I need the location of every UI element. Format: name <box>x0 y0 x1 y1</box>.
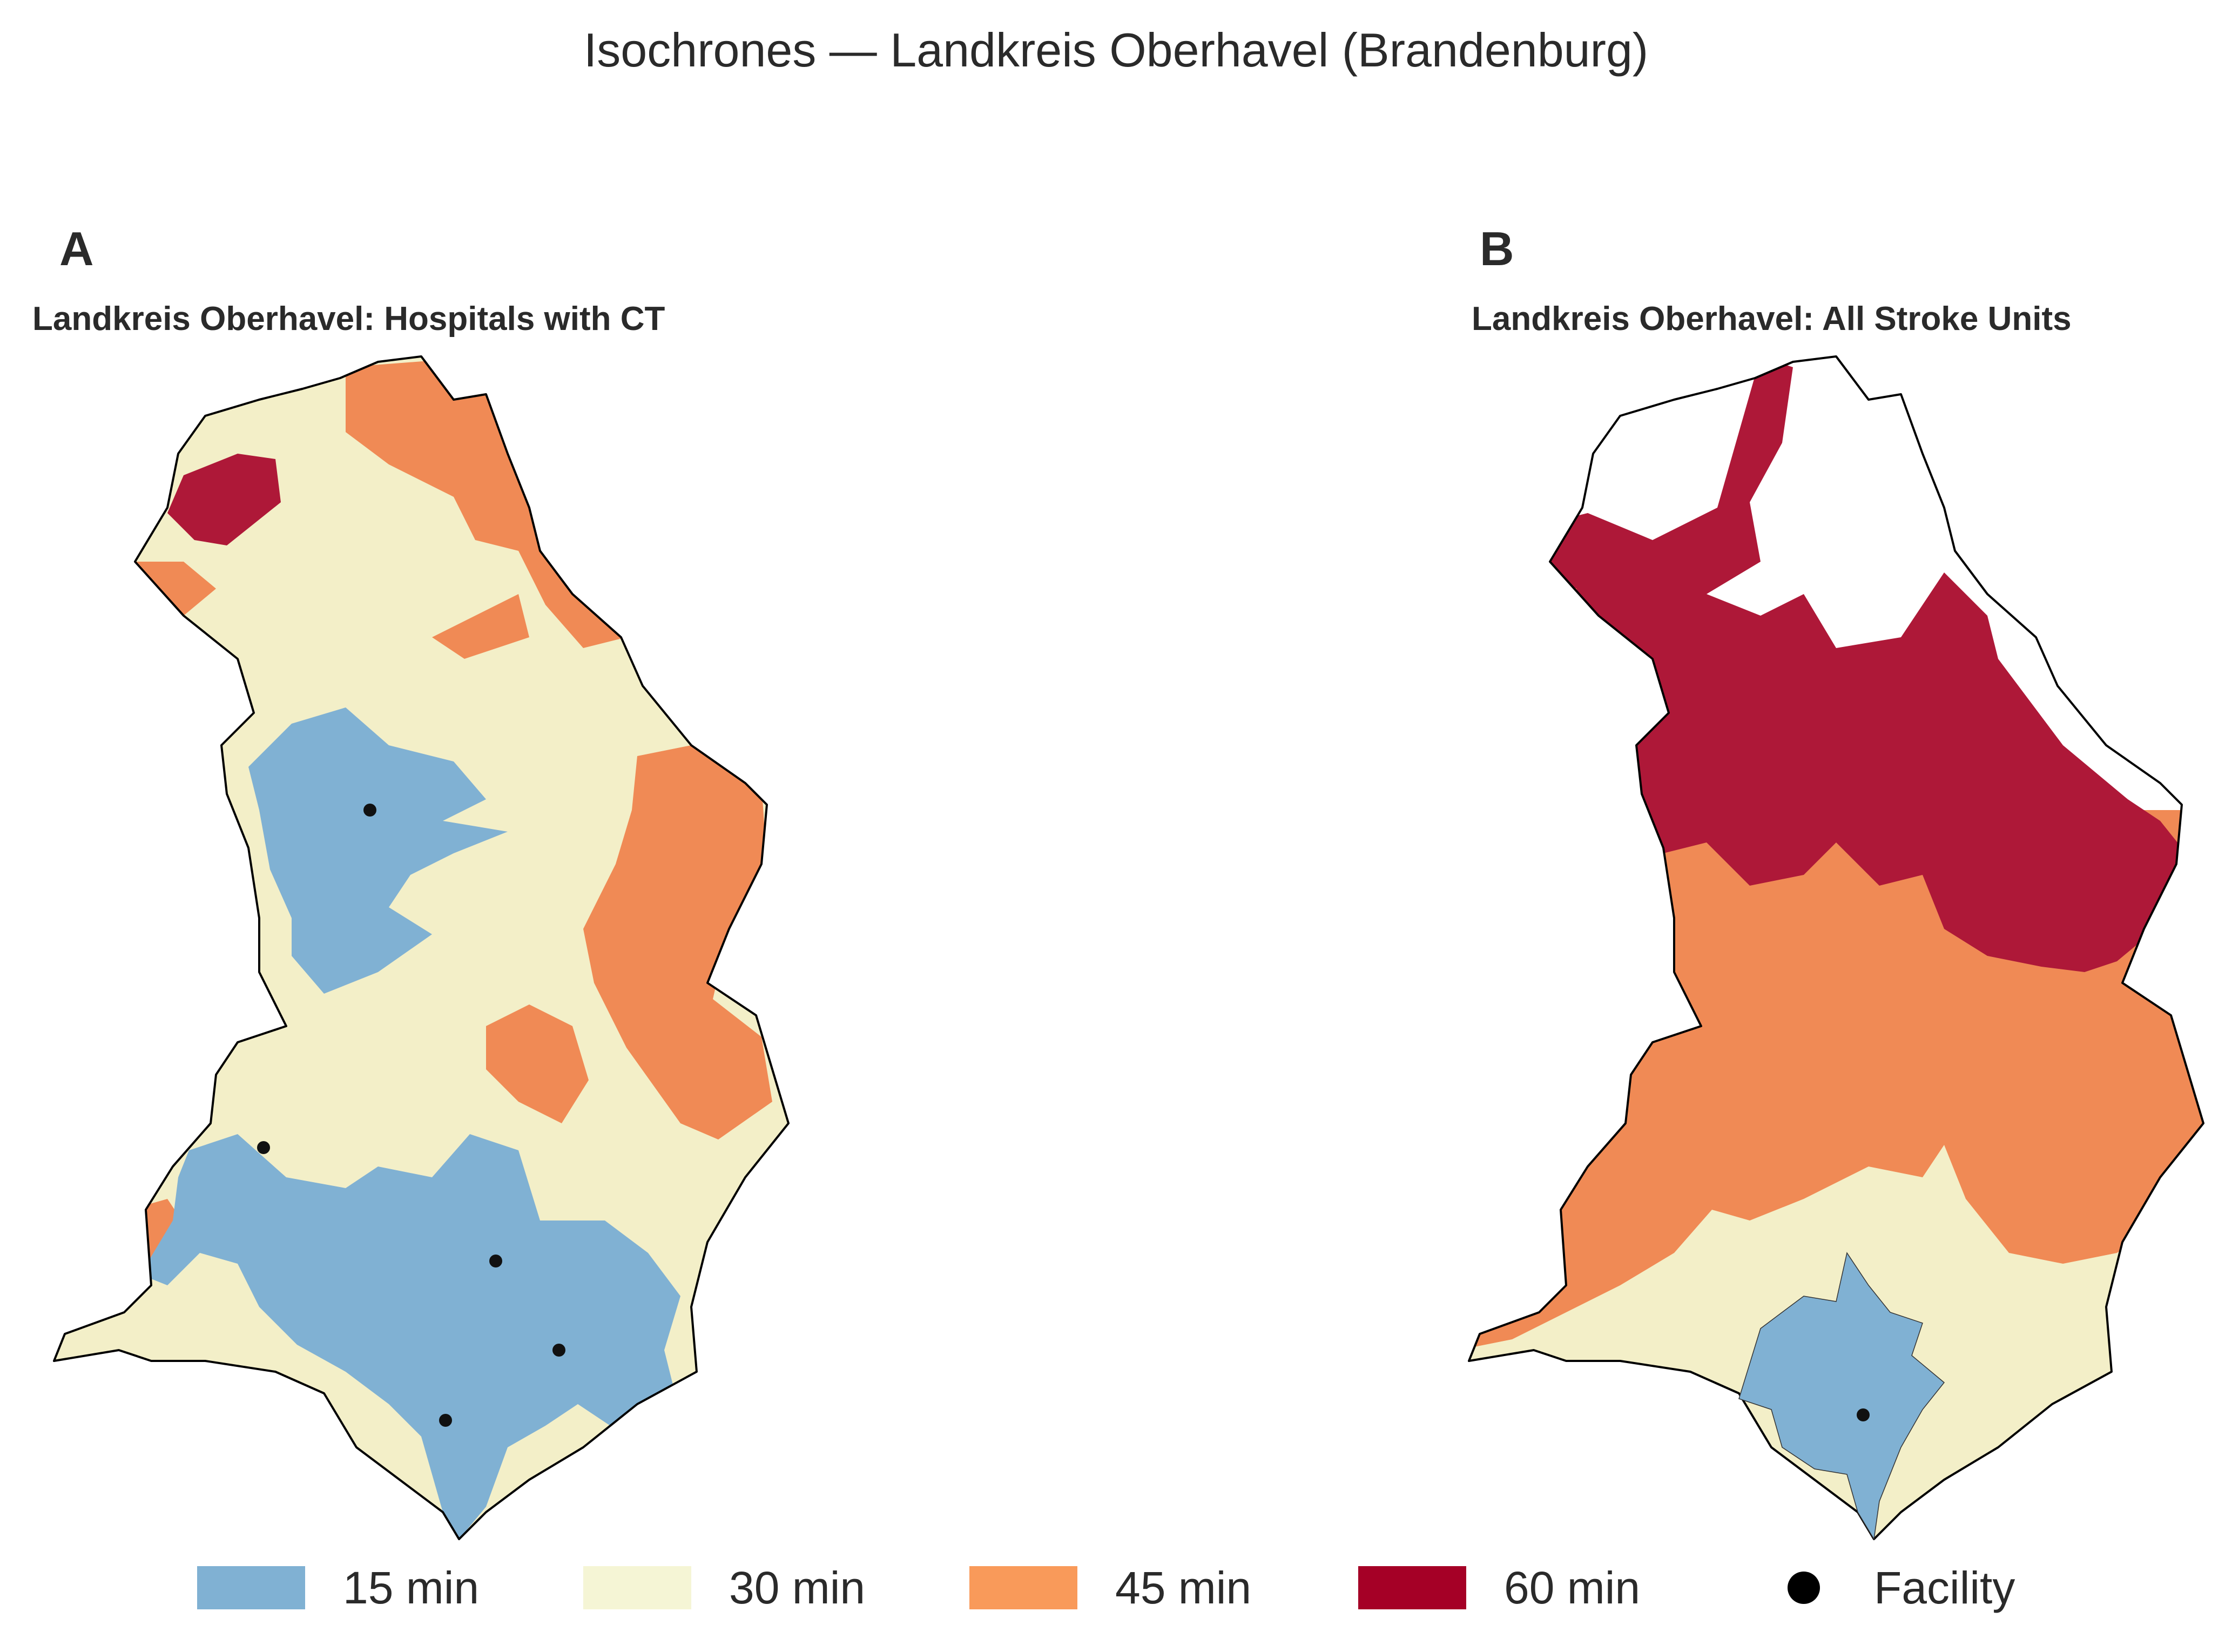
zone-15-south-a <box>140 1134 680 1539</box>
facility-marker <box>363 804 376 817</box>
legend-item-60: 60 min <box>1358 1555 1640 1620</box>
legend-label-facility: Facility <box>1874 1562 2015 1613</box>
facility-marker <box>489 1255 502 1267</box>
legend-swatch-45 <box>969 1566 1077 1609</box>
legend-label-30: 30 min <box>729 1562 866 1613</box>
legend-label-45: 45 min <box>1115 1562 1252 1613</box>
facility-markers-a <box>257 804 565 1427</box>
panel-b-letter: B <box>1480 222 1514 275</box>
legend-item-45: 45 min <box>969 1555 1251 1620</box>
zone-45-center-a <box>486 1004 589 1123</box>
facility-marker <box>439 1414 452 1427</box>
legend-label-60: 60 min <box>1504 1562 1641 1613</box>
facility-dot-icon <box>1788 1572 1820 1604</box>
legend-swatch-30 <box>583 1566 691 1609</box>
zone-45-east-a <box>583 745 772 1139</box>
legend-swatch-15 <box>197 1566 305 1609</box>
legend-item-30: 30 min <box>583 1555 865 1620</box>
panel-b-title: Landkreis Oberhavel: All Stroke Units <box>1472 300 2072 338</box>
facility-marker <box>257 1141 270 1154</box>
zone-45-ne-a <box>432 594 529 659</box>
zone-45-north-a <box>346 356 626 648</box>
zone-15-north-a <box>248 707 508 994</box>
panel-a-title: Landkreis Oberhavel: Hospitals with CT <box>32 300 665 338</box>
panel-a-letter: A <box>59 222 94 275</box>
facility-marker <box>1857 1408 1870 1421</box>
facility-marker <box>552 1344 565 1357</box>
legend-label-15: 15 min <box>343 1562 480 1613</box>
zone-15-south-b <box>1738 1252 1945 1541</box>
figure-title: Isochrones — Landkreis Oberhavel (Brande… <box>583 23 1649 77</box>
legend-item-facility: Facility <box>1750 1555 2015 1620</box>
district-outline-stroke-b <box>1468 355 2204 1540</box>
zone-45-nw-b <box>1491 583 1577 637</box>
map-panel-b <box>1468 355 2204 1541</box>
facility-markers-b <box>1857 1408 1870 1421</box>
zone-60-nw-a <box>167 454 281 545</box>
map-legend: 15 min 30 min 45 min 60 min Facility <box>0 1555 2232 1620</box>
legend-item-15: 15 min <box>197 1555 479 1620</box>
district-outline-stroke-a <box>53 355 790 1540</box>
legend-swatch-60 <box>1358 1566 1466 1609</box>
map-panel-a <box>53 355 790 1540</box>
